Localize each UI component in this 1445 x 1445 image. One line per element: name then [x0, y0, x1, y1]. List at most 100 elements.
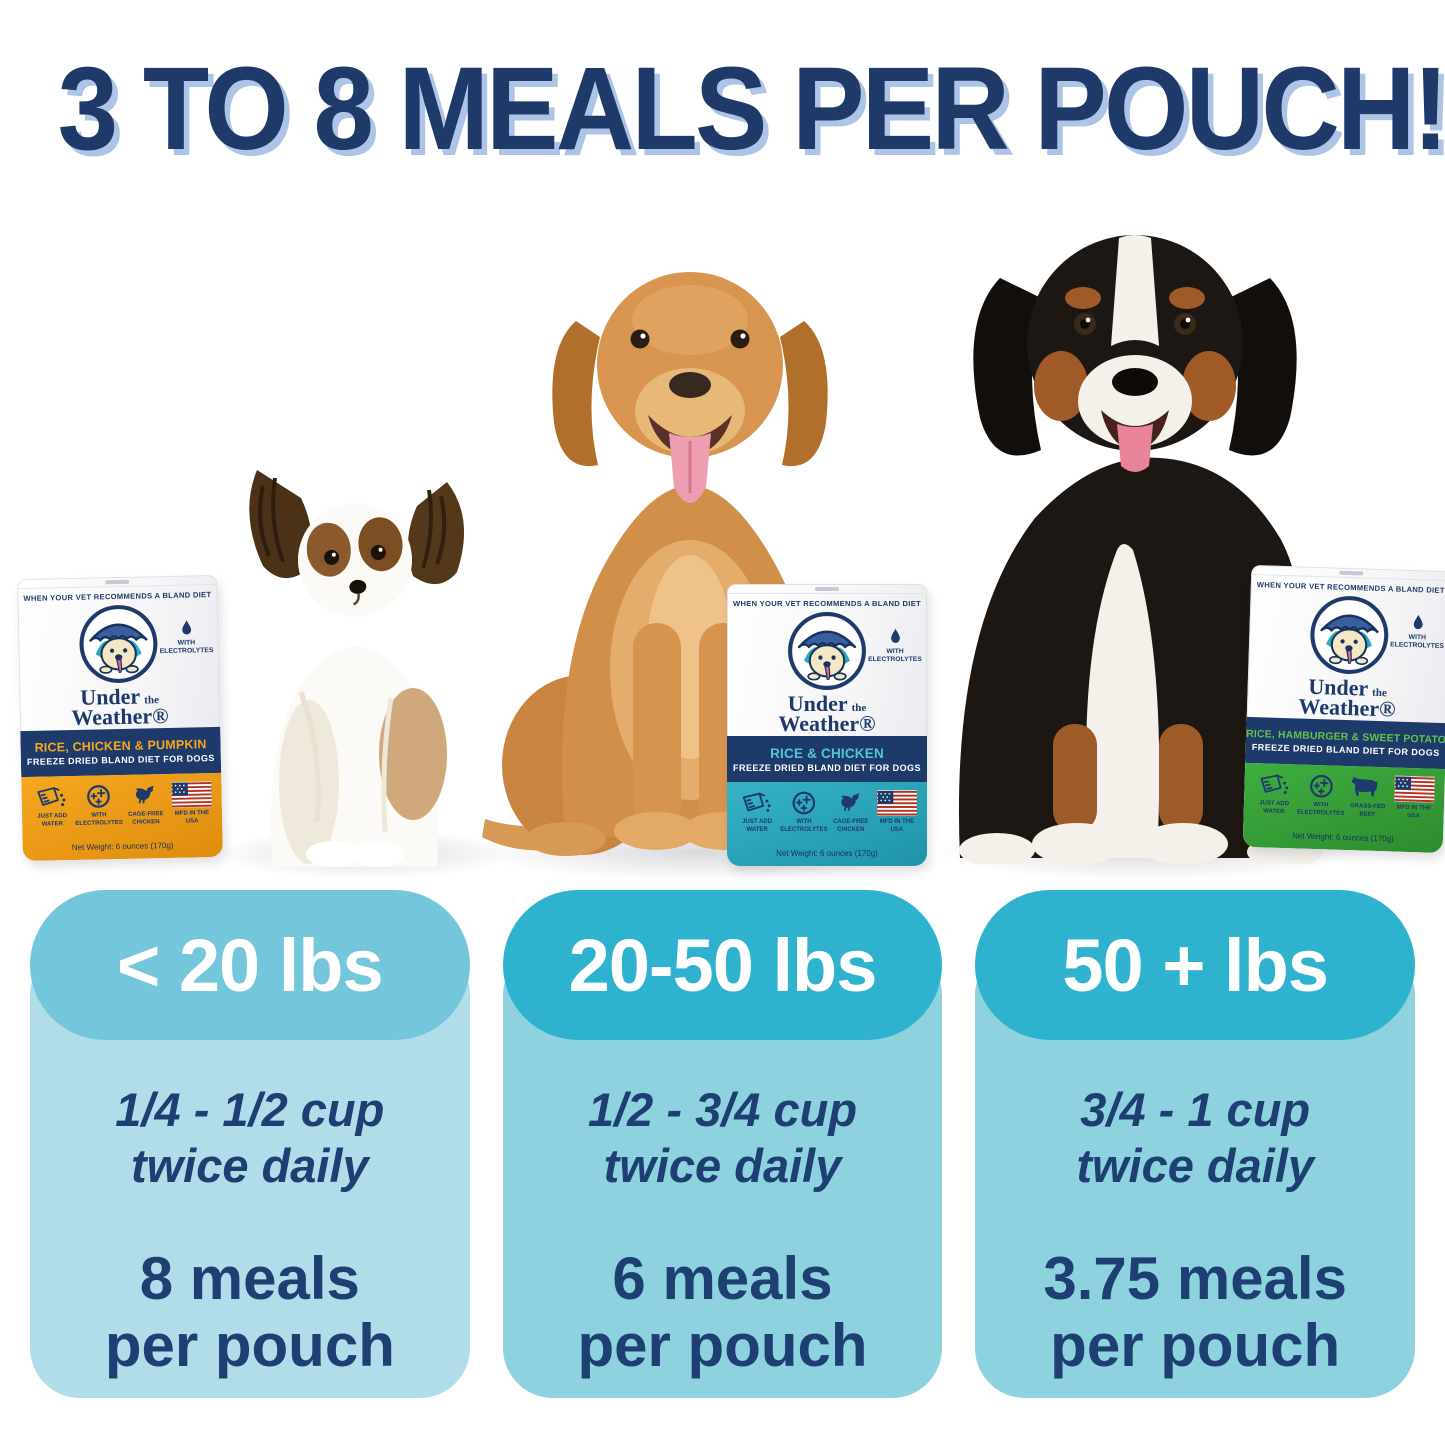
pouch-rice-hamburger-sweet-potato: WHEN YOUR VET RECOMMENDS A BLAND DIET [1242, 564, 1445, 854]
meals-unit: per pouch [1050, 1311, 1341, 1379]
serving-frequency: twice daily [1076, 1139, 1315, 1193]
weight-card-50plus-lbs: 50 + lbs 3/4 - 1 cup twice daily 3.75 me… [975, 890, 1416, 1398]
serving-frequency: twice daily [130, 1139, 369, 1193]
feature-electrolytes: WITH ELECTROLYTES [75, 783, 123, 829]
measuring-cup-icon [1260, 774, 1289, 795]
feature-row: JUST ADD WATER WITH ELECTROLYTES [1251, 771, 1438, 821]
variety-name: RICE, CHICKEN & PUMPKIN [34, 737, 207, 755]
serving-amount: 3/4 - 1 cup [1080, 1083, 1311, 1136]
chicken-icon [135, 785, 154, 804]
weight-range-pill: < 20 lbs [30, 890, 470, 1040]
measuring-cup-icon [743, 792, 772, 812]
chicken-icon [840, 793, 859, 811]
feature-electrolytes: WITH ELECTROLYTES [1297, 772, 1346, 818]
pouch-upper: WITH ELECTROLYTES Under the Weather® [18, 599, 221, 731]
feature-mfd-usa: MFD IN THE USA [874, 790, 920, 835]
weight-range-pill: 50 + lbs [975, 890, 1416, 1040]
brand-weather: Weather® [71, 703, 169, 731]
feature-row: JUST ADD WATER WITH ELECTROLYTES CA [28, 781, 215, 829]
umbrella-dog-logo-icon [1310, 596, 1389, 674]
variety-subtitle: FREEZE DRIED BLAND DIET FOR DOGS [733, 762, 921, 773]
electrolytes-badge-label: WITH ELECTROLYTES [1390, 633, 1444, 651]
serving-text: 1/4 - 1/2 cup twice daily [30, 1082, 470, 1195]
feature-just-add-water: JUST ADD WATER [734, 790, 780, 835]
weight-range-pill: 20-50 lbs [502, 890, 943, 1040]
hang-slot [815, 587, 839, 591]
hang-slot [1339, 570, 1364, 576]
feature-protein: CAGE-FREE CHICKEN [122, 782, 169, 828]
weight-range-label: 50 + lbs [1062, 923, 1329, 1007]
feature-electrolytes: WITH ELECTROLYTES [780, 790, 828, 835]
pouch-tagline: WHEN YOUR VET RECOMMENDS A BLAND DIET [732, 599, 921, 608]
pouch-lower-panel: JUST ADD WATER WITH ELECTROLYTES CA [727, 782, 927, 866]
electrolytes-badge: WITH ELECTROLYTES [868, 628, 922, 665]
papillon-illustration [249, 470, 465, 867]
meals-text: 3.75 meals per pouch [975, 1245, 1415, 1379]
variety-band: RICE, HAMBURGER & SWEET POTATO FREEZE DR… [1245, 716, 1445, 770]
us-flag-icon [171, 781, 212, 808]
brand-wordmark: Under the Weather® [1247, 673, 1445, 722]
card-text: 1/4 - 1/2 cup twice daily 8 meals per po… [30, 1082, 470, 1379]
pouch-lower-panel: JUST ADD WATER WITH ELECTROLYTES CA [21, 772, 223, 862]
meals-count: 6 meals [612, 1244, 833, 1312]
pouch-top-seal [1251, 564, 1445, 582]
card-text: 3/4 - 1 cup twice daily 3.75 meals per p… [975, 1082, 1415, 1379]
feature-row: JUST ADD WATER WITH ELECTROLYTES CA [734, 790, 920, 835]
meals-count: 3.75 meals [1043, 1244, 1347, 1312]
serving-text: 3/4 - 1 cup twice daily [975, 1082, 1415, 1195]
variety-name: RICE & CHICKEN [770, 745, 884, 761]
variety-subtitle: FREEZE DRIED BLAND DIET FOR DOGS [26, 753, 215, 767]
meals-unit: per pouch [104, 1311, 395, 1379]
feature-just-add-water: JUST ADD WATER [1251, 771, 1299, 817]
brand-weather: Weather® [778, 711, 876, 737]
pouch-rice-chicken: WHEN YOUR VET RECOMMENDS A BLAND DIET [727, 584, 927, 866]
net-weight: Net Weight: 6 ounces (170g) [1292, 831, 1394, 844]
umbrella-dog-logo-icon [79, 605, 158, 683]
brand-weather: Weather® [1298, 693, 1396, 722]
meals-count: 8 meals [139, 1244, 360, 1312]
serving-amount: 1/4 - 1/2 cup [115, 1083, 385, 1136]
electrolytes-badge-label: WITH ELECTROLYTES [868, 648, 922, 664]
feature-protein: CAGE-FREE CHICKEN [828, 790, 874, 835]
papillon-photo [205, 452, 505, 867]
variety-band: RICE, CHICKEN & PUMPKIN FREEZE DRIED BLA… [20, 726, 222, 778]
electrolytes-icon [87, 785, 110, 808]
weight-card-under-20lbs: < 20 lbs 1/4 - 1/2 cup twice daily 8 mea… [30, 890, 470, 1398]
serving-amount: 1/2 - 3/4 cup [587, 1083, 858, 1136]
brand-the: the [851, 701, 867, 714]
feature-mfd-usa: MFD IN THE USA [168, 781, 215, 827]
serving-text: 1/2 - 3/4 cup twice daily [503, 1082, 943, 1195]
meals-text: 6 meals per pouch [503, 1245, 943, 1379]
electrolytes-badge: WITH ELECTROLYTES [159, 619, 214, 657]
cow-icon [1351, 776, 1378, 797]
page-title: 3 TO 8 MEALS PER POUCH! [57, 43, 1445, 175]
feature-just-add-water: JUST ADD WATER [28, 784, 75, 830]
pouch-top-seal [17, 574, 218, 590]
variety-band: RICE & CHICKEN FREEZE DRIED BLAND DIET F… [727, 736, 927, 782]
weight-card-20-50lbs: 20-50 lbs 1/2 - 3/4 cup twice daily 6 me… [502, 890, 943, 1398]
pouch-top-seal [727, 584, 927, 594]
pouch-rice-chicken-pumpkin: WHEN YOUR VET RECOMMENDS A BLAND DIET [17, 574, 223, 862]
feature-mfd-usa: MFD IN THE USA [1390, 775, 1438, 821]
pouch-lower-panel: JUST ADD WATER WITH ELECTROLYTES [1242, 762, 1445, 854]
serving-frequency: twice daily [603, 1139, 842, 1193]
brand-under: Under [787, 690, 848, 716]
pouch-upper: WITH ELECTROLYTES Under the Weather® [727, 608, 927, 736]
electrolytes-badge: WITH ELECTROLYTES [1390, 613, 1445, 652]
feature-protein: GRASS-FED BEEF [1344, 774, 1392, 820]
net-weight: Net Weight: 6 ounces (170g) [776, 849, 878, 858]
feeding-guide-cards: < 20 lbs 1/4 - 1/2 cup twice daily 8 mea… [30, 890, 1416, 1398]
water-drop-icon [890, 628, 900, 643]
meals-unit: per pouch [577, 1311, 868, 1379]
water-drop-icon [1413, 614, 1423, 630]
card-text: 1/2 - 3/4 cup twice daily 6 meals per po… [503, 1082, 943, 1379]
us-flag-icon [876, 790, 917, 816]
brand-wordmark: Under the Weather® [727, 690, 927, 737]
electrolytes-badge-label: WITH ELECTROLYTES [159, 639, 214, 656]
hang-slot [105, 579, 130, 585]
weight-range-label: 20-50 lbs [568, 923, 878, 1007]
meals-text: 8 meals per pouch [30, 1245, 470, 1379]
umbrella-dog-logo-icon [788, 612, 866, 690]
